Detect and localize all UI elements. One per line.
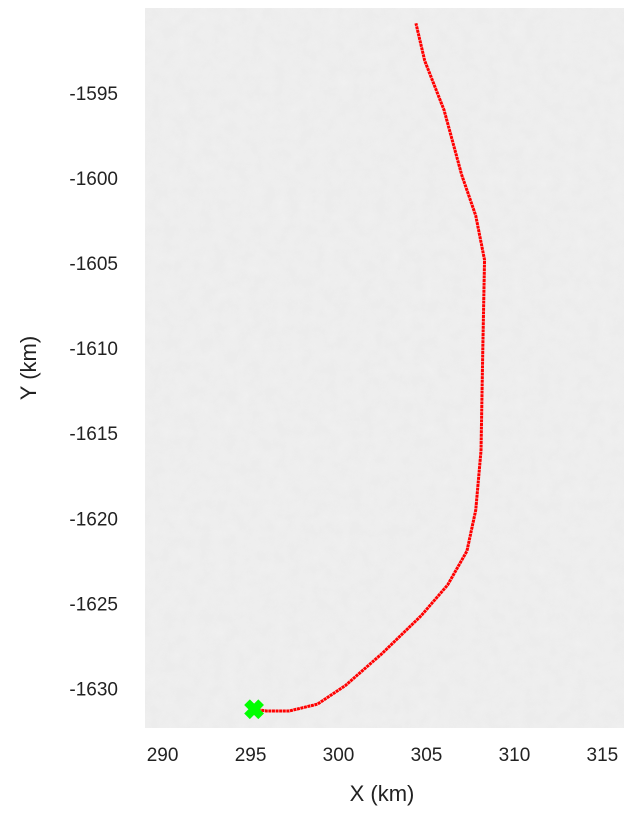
track-line [253, 22, 487, 713]
y-tick-label: -1615 [69, 424, 118, 445]
y-tick-label: -1610 [69, 339, 118, 360]
y-tick-label: -1630 [69, 680, 118, 701]
start-marker [244, 699, 264, 720]
y-tick-label: -1605 [69, 254, 118, 275]
x-tick-label: 300 [323, 745, 355, 766]
y-tick-label: -1600 [69, 169, 118, 190]
x-tick-label: 315 [587, 745, 619, 766]
y-tick-label: -1625 [69, 594, 118, 615]
x-tick-label: 310 [499, 745, 531, 766]
y-tick-label: -1595 [69, 84, 118, 105]
x-tick-label: 295 [235, 745, 267, 766]
y-tick-label: -1620 [69, 509, 118, 530]
x-tick-label: 305 [411, 745, 443, 766]
start-marker-arm [244, 699, 264, 720]
image-texture [145, 8, 624, 728]
x-axis-title: X (km) [350, 781, 415, 806]
y-axis-title: Y (km) [16, 336, 41, 400]
x-tick-label: 290 [147, 745, 179, 766]
